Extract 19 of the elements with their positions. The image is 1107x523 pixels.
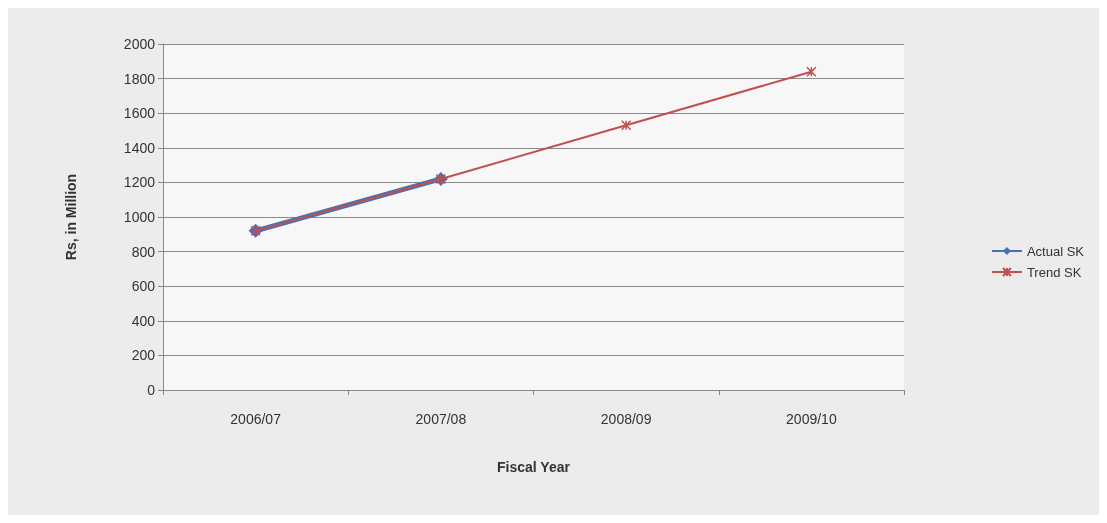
y-tick-label: 800 xyxy=(131,243,156,260)
y-tick-label: 200 xyxy=(131,347,156,364)
x-axis-title: Fiscal Year xyxy=(497,459,571,475)
y-tick-label: 400 xyxy=(131,312,156,329)
x-tick-label: 2009/10 xyxy=(786,411,837,427)
y-tick-label: 1400 xyxy=(123,139,156,156)
y-tick-label: 2000 xyxy=(123,36,156,52)
y-tick-label: 1200 xyxy=(123,174,156,191)
legend-label: Actual SK xyxy=(1026,243,1085,259)
x-tick-label: 2008/09 xyxy=(600,411,652,427)
x-tick-label: 2007/08 xyxy=(415,411,467,427)
y-tick-label: 1600 xyxy=(123,105,156,122)
y-axis-title: Rs, in Million xyxy=(63,173,79,261)
legend-label: Trend SK xyxy=(1026,264,1082,280)
y-tick-label: 1800 xyxy=(123,70,156,87)
y-tick-label: 1000 xyxy=(123,209,156,225)
y-tick-label: 0 xyxy=(147,382,156,398)
y-tick-label: 600 xyxy=(131,278,156,295)
x-tick-label: 2006/07 xyxy=(230,411,282,427)
